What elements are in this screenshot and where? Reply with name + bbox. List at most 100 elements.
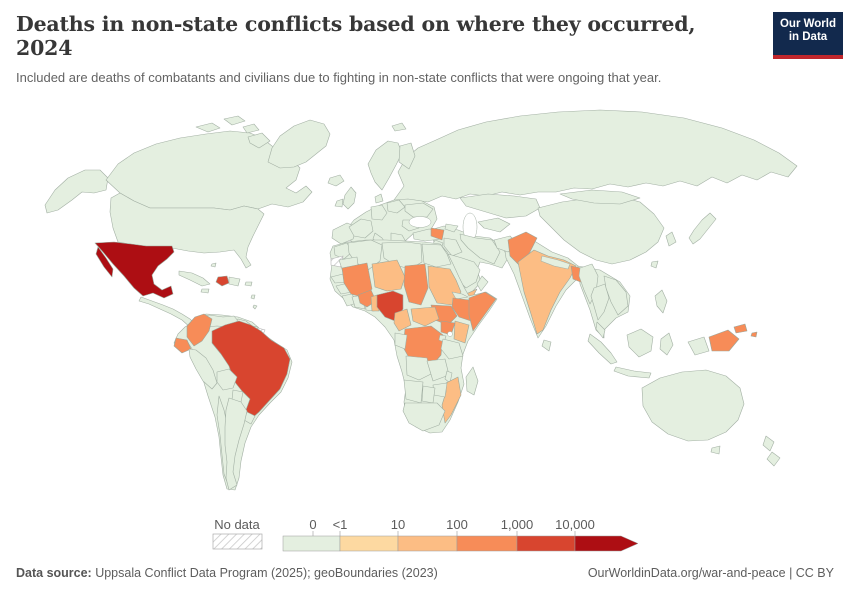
country-chad[interactable] xyxy=(403,263,429,306)
country-region[interactable] xyxy=(195,122,221,133)
country-region[interactable] xyxy=(688,212,717,245)
country-syria[interactable] xyxy=(430,227,445,241)
country-region[interactable] xyxy=(710,445,721,455)
country-region[interactable] xyxy=(559,189,641,205)
country-mexico[interactable] xyxy=(95,246,114,278)
country-colombia[interactable] xyxy=(186,313,213,347)
country-region[interactable] xyxy=(242,123,260,134)
country-region[interactable] xyxy=(587,333,618,365)
country-region[interactable] xyxy=(228,276,241,287)
country-region[interactable] xyxy=(665,231,677,247)
attribution-link[interactable]: OurWorldinData.org/war-and-peace | CC BY xyxy=(587,566,834,580)
country-niger[interactable] xyxy=(371,259,406,292)
country-region[interactable] xyxy=(440,338,464,360)
country-region[interactable] xyxy=(404,202,434,218)
country-region[interactable] xyxy=(223,115,246,126)
country-region[interactable] xyxy=(432,382,448,398)
country-region[interactable] xyxy=(250,294,256,300)
country-region[interactable] xyxy=(348,218,374,239)
country-region[interactable] xyxy=(476,275,489,292)
legend-bin-2[interactable] xyxy=(397,535,458,552)
country-cameroon[interactable] xyxy=(393,308,412,332)
country-papua-new-guinea[interactable] xyxy=(733,323,748,334)
country-region[interactable] xyxy=(367,140,403,191)
country-region[interactable] xyxy=(405,355,432,381)
country-region[interactable] xyxy=(402,402,446,432)
country-region[interactable] xyxy=(641,369,745,442)
country-region[interactable] xyxy=(252,304,258,310)
country-region[interactable] xyxy=(766,451,781,467)
country-region[interactable] xyxy=(540,255,571,270)
country-region[interactable] xyxy=(459,233,501,265)
country-region[interactable] xyxy=(459,193,541,219)
map-legend: No data 0 <1 10 100 1,000 10,000 xyxy=(212,517,639,552)
map-land xyxy=(44,109,798,491)
country-region[interactable] xyxy=(762,435,775,452)
country-region[interactable] xyxy=(687,336,710,356)
country-region[interactable] xyxy=(370,204,388,221)
country-region[interactable] xyxy=(451,291,469,300)
owid-logo[interactable]: Our World in Data xyxy=(773,12,843,59)
country-india[interactable] xyxy=(517,249,577,335)
country-papua-new-guinea[interactable] xyxy=(708,329,740,352)
country-region[interactable] xyxy=(541,339,552,352)
legend-bin-4[interactable] xyxy=(516,535,576,552)
chart-footer: Data source: Uppsala Conflict Data Progr… xyxy=(16,566,834,580)
country-region[interactable] xyxy=(188,348,218,390)
country-region[interactable] xyxy=(374,193,384,204)
country-ecuador[interactable] xyxy=(173,337,192,354)
country-region[interactable] xyxy=(650,260,659,269)
country-region[interactable] xyxy=(421,243,452,268)
country-region[interactable] xyxy=(138,296,197,329)
country-region[interactable] xyxy=(394,332,408,350)
legend-bin-3[interactable] xyxy=(456,535,518,552)
country-region[interactable] xyxy=(391,122,407,132)
country-region[interactable] xyxy=(477,217,511,233)
legend-bin-5[interactable] xyxy=(574,535,639,552)
lake xyxy=(447,331,453,337)
country-region[interactable] xyxy=(421,385,436,404)
country-region[interactable] xyxy=(178,270,211,287)
country-region[interactable] xyxy=(613,366,652,379)
region-no-data[interactable] xyxy=(330,255,344,268)
country-somalia[interactable] xyxy=(468,291,497,332)
legend-bin-1[interactable] xyxy=(339,535,399,552)
legend-no-data-swatch[interactable] xyxy=(212,533,263,550)
country-region[interactable] xyxy=(603,275,629,316)
country-region[interactable] xyxy=(44,169,109,214)
country-mexico[interactable] xyxy=(94,241,175,299)
data-source-note: Data source: Uppsala Conflict Data Progr… xyxy=(16,566,438,580)
country-region[interactable] xyxy=(626,328,654,358)
country-kenya[interactable] xyxy=(453,320,470,344)
country-region[interactable] xyxy=(334,198,344,208)
country-region[interactable] xyxy=(654,289,668,314)
country-region[interactable] xyxy=(398,142,416,170)
country-region[interactable] xyxy=(224,397,248,491)
country-region[interactable] xyxy=(267,119,331,169)
country-haiti[interactable] xyxy=(215,275,230,287)
country-region[interactable] xyxy=(327,174,345,187)
chart-title: Deaths in non-state conflicts based on w… xyxy=(16,12,696,60)
legend-bin-0[interactable] xyxy=(282,535,341,552)
country-region[interactable] xyxy=(595,321,606,339)
country-region[interactable] xyxy=(333,242,353,260)
country-region[interactable] xyxy=(244,281,253,287)
country-region[interactable] xyxy=(342,186,357,210)
country-region[interactable] xyxy=(659,332,674,356)
country-region[interactable] xyxy=(444,223,459,233)
country-pakistan[interactable] xyxy=(507,231,538,267)
country-region[interactable] xyxy=(200,288,210,294)
country-region[interactable] xyxy=(247,132,271,149)
continent-region[interactable] xyxy=(393,109,798,204)
country-region[interactable] xyxy=(465,366,479,396)
country-region[interactable] xyxy=(386,199,406,214)
country-region[interactable] xyxy=(443,237,463,257)
legend-tick-label: 10 xyxy=(391,517,405,532)
country-central-african-republic[interactable] xyxy=(410,306,440,327)
country-papua-new-guinea[interactable] xyxy=(750,331,758,338)
country-region[interactable] xyxy=(216,368,238,391)
country-region[interactable] xyxy=(210,262,217,268)
data-source-text: Uppsala Conflict Data Program (2025); ge… xyxy=(91,566,438,580)
